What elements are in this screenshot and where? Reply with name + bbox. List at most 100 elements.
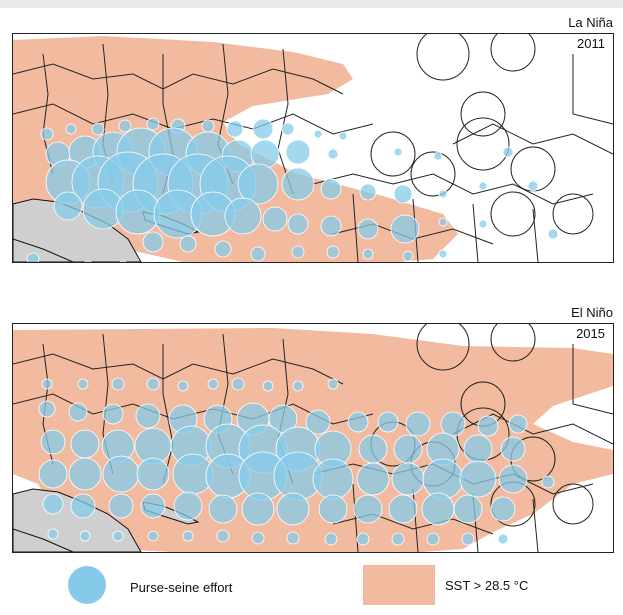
effort-bubble <box>40 429 66 455</box>
panel-2-year: 2015 <box>576 326 605 341</box>
effort-bubble <box>41 378 53 390</box>
effort-bubble <box>318 494 348 524</box>
effort-bubble <box>147 530 159 542</box>
effort-bubble <box>478 181 488 191</box>
eez-boundary <box>13 103 374 135</box>
effort-bubble <box>241 492 275 526</box>
effort-bubble <box>224 197 262 235</box>
effort-bubble <box>547 228 559 240</box>
eez-boundary <box>552 483 594 525</box>
effort-bubble <box>393 147 403 157</box>
effort-bubble <box>208 494 238 524</box>
eez-boundary <box>532 498 539 552</box>
effort-bubble <box>353 494 383 524</box>
effort-bubble <box>252 118 274 140</box>
eez-boundary <box>410 151 456 197</box>
effort-bubble <box>177 380 189 392</box>
eez-boundary <box>412 488 419 552</box>
effort-bubble <box>285 139 311 165</box>
effort-bubble <box>84 260 92 262</box>
effort-bubble <box>140 493 166 519</box>
effort-bubble <box>305 409 331 435</box>
eez-boundary <box>532 208 539 262</box>
effort-bubble <box>359 183 377 201</box>
effort-bubble <box>102 455 140 493</box>
effort-bubble <box>79 530 91 542</box>
eez-boundary <box>13 353 344 385</box>
effort-bubble <box>498 464 528 494</box>
effort-bubble <box>461 532 475 546</box>
effort-bubble <box>276 492 310 526</box>
effort-bubble <box>118 119 132 133</box>
effort-bubble <box>108 493 134 519</box>
eez-boundary <box>162 344 174 485</box>
effort-bubble <box>440 411 466 437</box>
effort-bubble <box>65 123 77 135</box>
effort-bubble <box>324 532 338 546</box>
eez-boundary <box>572 344 613 415</box>
effort-bubble <box>327 148 339 160</box>
effort-bubble <box>216 529 230 543</box>
map-canvas <box>13 34 613 262</box>
effort-bubble <box>388 494 418 524</box>
effort-bubble <box>226 120 244 138</box>
eez-boundary <box>452 123 613 155</box>
effort-bubble <box>179 235 197 253</box>
effort-bubble <box>438 217 448 227</box>
effort-bubble <box>313 129 323 139</box>
effort-bubble <box>402 250 414 262</box>
legend-sst-swatch <box>363 565 435 605</box>
map-canvas <box>13 324 613 552</box>
effort-bubble <box>459 460 497 498</box>
effort-bubble <box>237 163 279 205</box>
effort-bubble <box>231 377 245 391</box>
effort-bubble <box>347 411 369 433</box>
effort-bubble <box>281 122 295 136</box>
legend-sst-label: SST > 28.5 °C <box>445 578 529 593</box>
effort-bubble <box>497 533 509 545</box>
effort-bubble <box>91 122 105 136</box>
effort-bubble <box>136 457 170 491</box>
effort-bubble <box>327 378 339 390</box>
effort-bubble <box>286 531 300 545</box>
effort-bubble <box>320 215 342 237</box>
eez-boundary <box>460 91 506 137</box>
effort-bubble <box>426 532 440 546</box>
effort-bubble <box>357 218 379 240</box>
effort-bubble <box>438 189 448 199</box>
effort-bubble <box>214 240 232 258</box>
effort-bubble <box>146 117 160 131</box>
effort-bubble <box>356 462 390 496</box>
effort-bubble <box>70 429 100 459</box>
effort-bubble <box>463 434 493 464</box>
effort-bubble <box>142 231 164 253</box>
effort-bubble <box>422 458 464 500</box>
effort-bubble <box>262 206 288 232</box>
effort-bubble <box>391 532 405 546</box>
effort-bubble <box>453 494 483 524</box>
effort-bubble <box>502 146 514 158</box>
legend-effort-label: Purse-seine effort <box>130 580 233 595</box>
effort-bubble <box>40 127 54 141</box>
effort-bubble <box>119 260 127 262</box>
legend-effort-swatch <box>68 566 106 604</box>
effort-bubble <box>42 493 64 515</box>
panel-1-phase-label: La Niña <box>568 15 613 30</box>
effort-bubble <box>146 377 160 391</box>
effort-bubble <box>201 119 215 133</box>
effort-bubble <box>68 457 102 491</box>
map-panel-el-nino: 2015 <box>12 323 614 553</box>
effort-bubble <box>38 459 68 489</box>
effort-bubble <box>111 377 125 391</box>
eez-boundary <box>490 191 536 237</box>
effort-bubble <box>262 380 274 392</box>
effort-bubble <box>377 411 399 433</box>
effort-bubble <box>287 213 309 235</box>
effort-bubble <box>135 403 161 429</box>
eez-boundary <box>490 34 536 72</box>
effort-bubble <box>68 402 88 422</box>
effort-bubble <box>338 131 348 141</box>
eez-boundary <box>416 34 470 81</box>
effort-bubble <box>53 191 83 221</box>
top-strip <box>0 0 623 8</box>
